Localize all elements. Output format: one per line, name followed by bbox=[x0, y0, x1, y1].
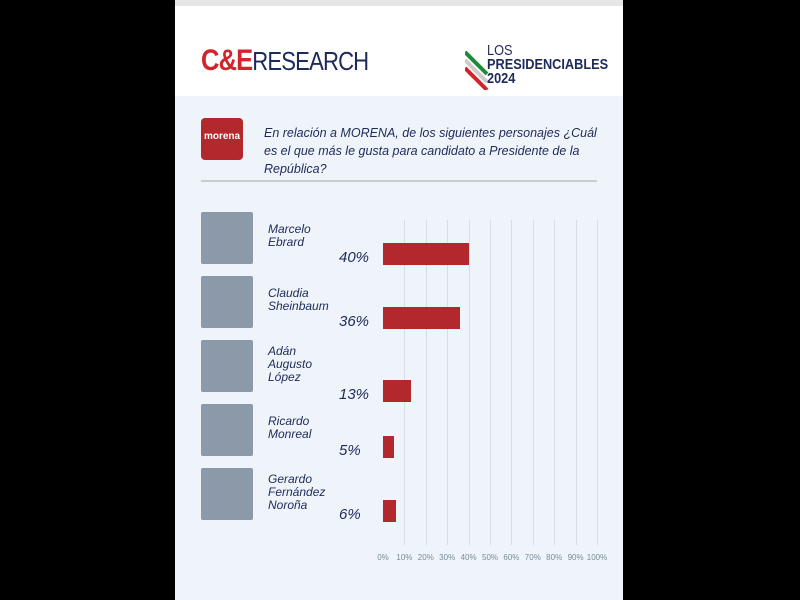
candidate-photo bbox=[201, 340, 253, 392]
tick-label: 10% bbox=[396, 553, 413, 562]
candidate-photo bbox=[201, 404, 253, 456]
candidate-name: Claudia Sheinbaum bbox=[268, 286, 329, 313]
gridline bbox=[511, 220, 513, 545]
value-label: 13% bbox=[339, 386, 370, 403]
candidate-name: Marcelo Ebrard bbox=[268, 222, 311, 249]
bar bbox=[383, 380, 411, 402]
tick-label: 60% bbox=[503, 553, 520, 562]
gridline bbox=[597, 220, 598, 545]
value-label: 36% bbox=[339, 313, 370, 330]
value-label: 40% bbox=[339, 249, 370, 266]
campaign-line3: 2024 bbox=[487, 70, 516, 87]
bar bbox=[383, 307, 461, 329]
tick-label: 40% bbox=[460, 553, 477, 562]
header: C&ERESEARCH LOS PRESIDENCIABLES 2024 bbox=[175, 6, 623, 96]
campaign-line1: LOS bbox=[487, 42, 513, 59]
candidate-photo bbox=[201, 276, 253, 328]
gridline bbox=[490, 220, 491, 545]
tick-label: 80% bbox=[546, 553, 563, 562]
candidate-name: Ricardo Monreal bbox=[268, 414, 312, 441]
tick-label: 30% bbox=[439, 553, 456, 562]
tick-label: 70% bbox=[524, 553, 541, 562]
top-strip bbox=[175, 0, 623, 6]
candidate-photo bbox=[201, 468, 253, 520]
morena-logo: morena bbox=[201, 118, 243, 160]
tick-label: 0% bbox=[377, 553, 389, 562]
infographic-panel: C&ERESEARCH LOS PRESIDENCIABLES 2024 moren… bbox=[175, 0, 623, 600]
gridline bbox=[554, 220, 556, 545]
bar bbox=[383, 436, 394, 458]
candidate-photo bbox=[201, 212, 253, 264]
value-label: 6% bbox=[339, 506, 361, 523]
question-text: En relación a MORENA, de los siguientes … bbox=[264, 126, 597, 176]
flag-stripes-icon bbox=[465, 50, 489, 90]
logo-main: C&E bbox=[201, 44, 253, 77]
ce-research-logo: C&ERESEARCH bbox=[201, 44, 369, 78]
value-label: 5% bbox=[339, 442, 361, 459]
campaign-logo: LOS PRESIDENCIABLES 2024 bbox=[487, 42, 609, 87]
tick-label: 90% bbox=[567, 553, 584, 562]
gridline bbox=[532, 220, 534, 545]
candidate-name: Adán Augusto López bbox=[268, 343, 313, 384]
logo-sub: RESEARCH bbox=[252, 46, 369, 76]
gridline bbox=[447, 220, 449, 545]
tick-label: 50% bbox=[481, 553, 499, 562]
gridline bbox=[575, 220, 577, 545]
bar bbox=[383, 500, 396, 522]
divider bbox=[201, 180, 597, 182]
gridline bbox=[468, 220, 470, 545]
tick-label: 20% bbox=[417, 553, 434, 562]
tick-label: 100% bbox=[586, 553, 608, 562]
gridline bbox=[425, 220, 427, 545]
campaign-line2: PRESIDENCIABLES bbox=[487, 56, 609, 73]
candidate-name: Gerardo Fernández Noroña bbox=[268, 471, 326, 512]
bar bbox=[383, 243, 469, 265]
